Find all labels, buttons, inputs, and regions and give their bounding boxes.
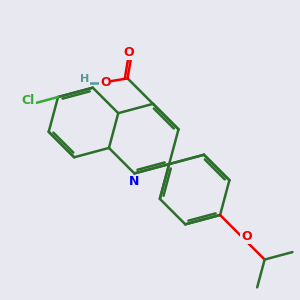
Text: H: H <box>80 74 90 84</box>
Text: O: O <box>241 230 251 243</box>
Text: Cl: Cl <box>22 94 35 107</box>
Text: N: N <box>129 175 140 188</box>
Text: O: O <box>100 76 110 89</box>
Text: O: O <box>123 46 134 59</box>
